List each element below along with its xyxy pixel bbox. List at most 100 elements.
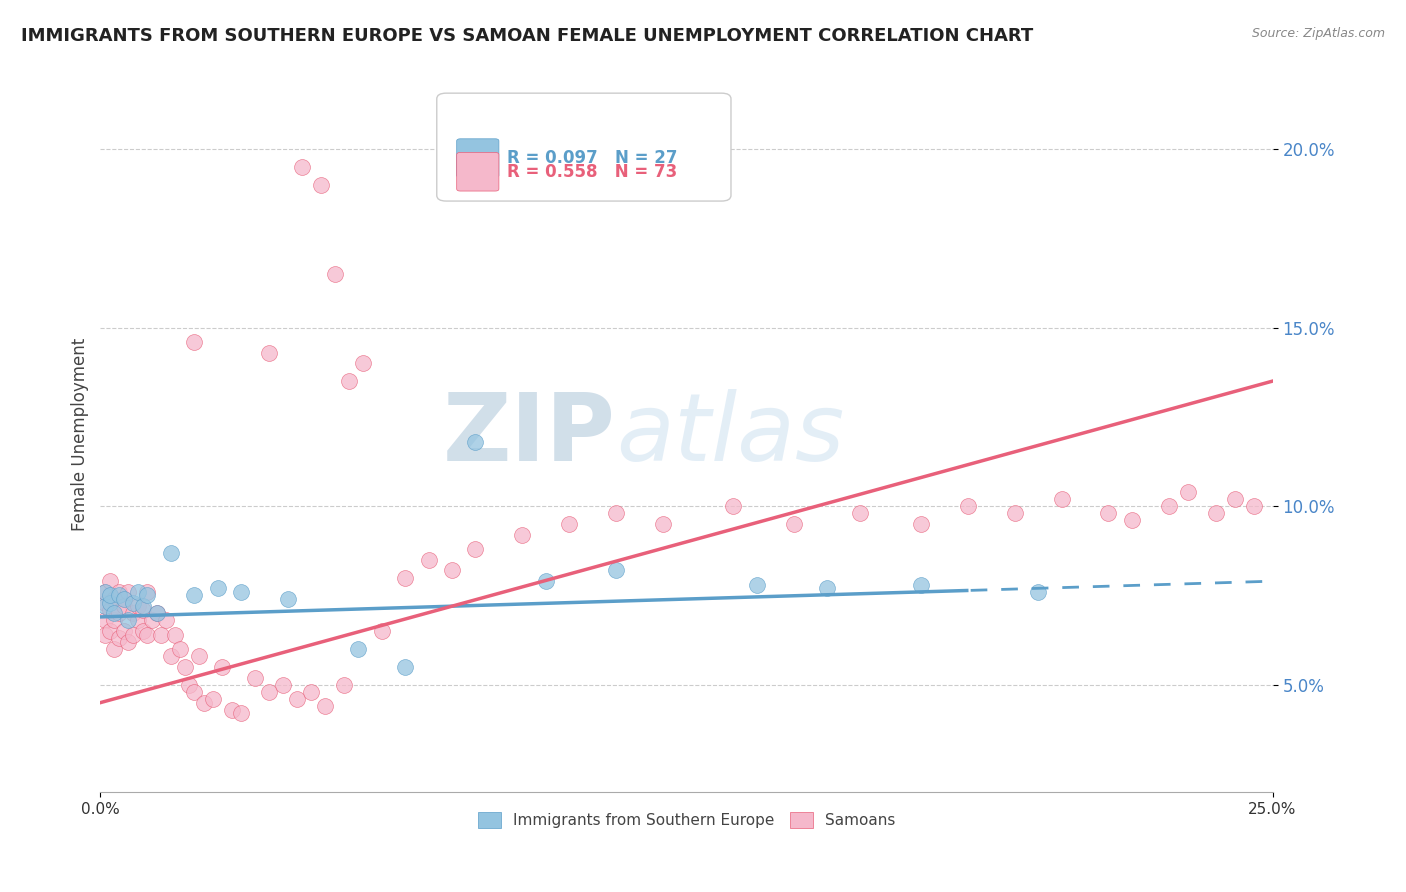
- Point: [94, 585, 117, 599]
- Point: [271, 678, 294, 692]
- Point: [464, 434, 486, 449]
- Point: [98, 624, 121, 639]
- Point: [910, 578, 932, 592]
- Point: [98, 603, 121, 617]
- Point: [136, 628, 159, 642]
- Point: [257, 685, 280, 699]
- Point: [956, 499, 979, 513]
- Point: [605, 506, 627, 520]
- Point: [652, 516, 675, 531]
- Point: [183, 685, 205, 699]
- Point: [723, 499, 745, 513]
- Legend: Immigrants from Southern Europe, Samoans: Immigrants from Southern Europe, Samoans: [471, 806, 901, 834]
- Point: [112, 599, 135, 614]
- Point: [243, 671, 266, 685]
- Point: [117, 635, 139, 649]
- Point: [1050, 491, 1073, 506]
- Point: [98, 589, 121, 603]
- Point: [183, 334, 205, 349]
- Y-axis label: Female Unemployment: Female Unemployment: [72, 338, 89, 532]
- Text: R = 0.097   N = 27: R = 0.097 N = 27: [508, 149, 678, 167]
- Point: [122, 607, 145, 621]
- Point: [136, 589, 159, 603]
- Point: [103, 614, 125, 628]
- Point: [155, 614, 177, 628]
- Point: [112, 624, 135, 639]
- Point: [127, 599, 149, 614]
- Point: [131, 624, 153, 639]
- FancyBboxPatch shape: [457, 139, 499, 178]
- Point: [464, 541, 486, 556]
- Point: [207, 582, 229, 596]
- Point: [112, 592, 135, 607]
- Point: [1097, 506, 1119, 520]
- Point: [558, 516, 581, 531]
- Text: ZIP: ZIP: [443, 389, 616, 481]
- Point: [910, 516, 932, 531]
- Point: [1205, 506, 1227, 520]
- Text: atlas: atlas: [616, 389, 845, 480]
- Point: [229, 585, 252, 599]
- Point: [229, 706, 252, 721]
- Point: [159, 649, 181, 664]
- Point: [418, 553, 440, 567]
- Text: Source: ZipAtlas.com: Source: ZipAtlas.com: [1251, 27, 1385, 40]
- Point: [150, 628, 173, 642]
- Point: [94, 585, 117, 599]
- Point: [745, 578, 768, 592]
- Point: [291, 160, 314, 174]
- Point: [131, 599, 153, 614]
- Point: [108, 607, 131, 621]
- Point: [211, 660, 233, 674]
- Point: [103, 592, 125, 607]
- Point: [815, 582, 838, 596]
- Point: [1177, 484, 1199, 499]
- Point: [1121, 513, 1143, 527]
- Point: [352, 356, 374, 370]
- Point: [94, 614, 117, 628]
- Point: [605, 564, 627, 578]
- Point: [94, 596, 117, 610]
- Point: [1159, 499, 1181, 513]
- Point: [145, 607, 167, 621]
- Point: [159, 546, 181, 560]
- Point: [394, 660, 416, 674]
- Point: [108, 585, 131, 599]
- Point: [347, 642, 370, 657]
- Point: [285, 692, 308, 706]
- Point: [127, 614, 149, 628]
- Point: [98, 574, 121, 589]
- Point: [169, 642, 191, 657]
- Point: [103, 607, 125, 621]
- Point: [127, 585, 149, 599]
- Point: [1026, 585, 1049, 599]
- Point: [98, 596, 121, 610]
- FancyBboxPatch shape: [457, 153, 499, 191]
- Point: [277, 592, 299, 607]
- Point: [323, 267, 346, 281]
- Point: [534, 574, 557, 589]
- Point: [512, 527, 534, 541]
- Point: [183, 589, 205, 603]
- Point: [122, 596, 145, 610]
- Point: [333, 678, 356, 692]
- Point: [117, 614, 139, 628]
- Point: [94, 628, 117, 642]
- Point: [440, 564, 463, 578]
- Point: [309, 178, 332, 192]
- Point: [1223, 491, 1246, 506]
- Point: [314, 699, 336, 714]
- Point: [257, 345, 280, 359]
- Point: [108, 589, 131, 603]
- Point: [201, 692, 224, 706]
- Point: [122, 628, 145, 642]
- Point: [299, 685, 322, 699]
- Point: [112, 592, 135, 607]
- Point: [783, 516, 806, 531]
- Point: [179, 678, 201, 692]
- Point: [117, 585, 139, 599]
- Point: [145, 607, 167, 621]
- Point: [337, 374, 360, 388]
- Point: [1243, 499, 1265, 513]
- Point: [131, 603, 153, 617]
